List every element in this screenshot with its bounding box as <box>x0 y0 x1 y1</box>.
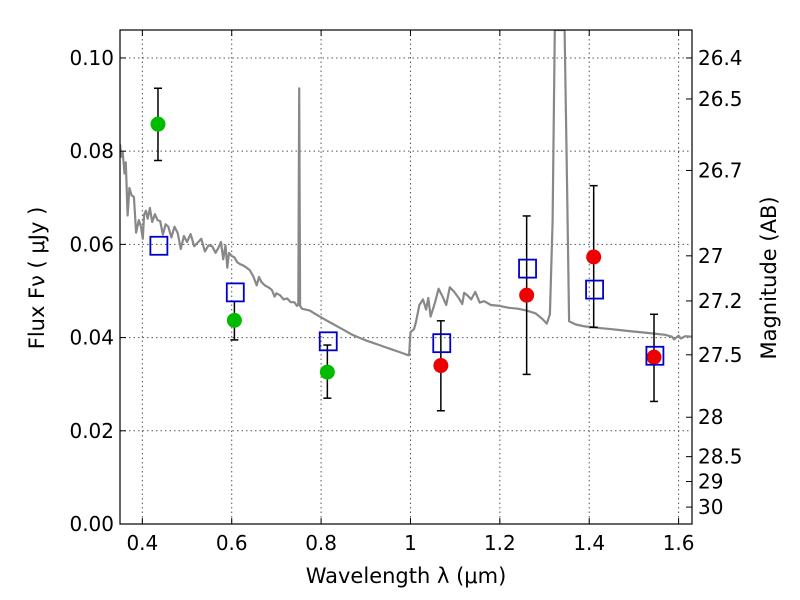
model-flux-square <box>149 235 169 256</box>
axis-ticks: 0.4 0.6 0.8 1 1.2 1.4 1.6 0.00 0.02 0.04 0.06 0.08 0… <box>69 30 743 555</box>
x-tick-label: 1 <box>404 531 417 555</box>
x-tick-label: 0.6 <box>216 531 248 555</box>
data-point-red <box>519 287 535 303</box>
y-axis-title: Flux Fν ( μJy ) <box>25 207 49 350</box>
x-tick-label: 1.4 <box>573 531 605 555</box>
data-point-red <box>646 349 662 365</box>
data-point-red <box>586 249 602 265</box>
model-flux-square <box>645 345 665 366</box>
y-tick-label: 0.04 <box>69 326 114 350</box>
y-tick-label: 0.08 <box>69 139 114 163</box>
y2-tick-label: 27 <box>698 244 723 268</box>
y2-tick-label: 26.7 <box>698 158 743 182</box>
y2-axis-title: Magnitude (AB) <box>757 196 781 359</box>
x-axis-title: Wavelength λ (μm) <box>306 564 507 588</box>
data-point-green <box>319 364 335 380</box>
y2-tick-label: 30 <box>698 495 723 519</box>
data-point-red <box>433 358 449 374</box>
plot-frame <box>119 29 693 525</box>
model-flux-square <box>432 333 452 354</box>
error-bars <box>153 87 659 412</box>
model-flux-square <box>518 258 537 279</box>
y-tick-label: 0.10 <box>69 46 114 70</box>
y2-tick-label: 29 <box>698 469 723 493</box>
y-tick-label: 0.06 <box>69 232 114 256</box>
model-flux-square <box>585 279 604 300</box>
y-tick-label: 0.00 <box>69 512 114 536</box>
x-tick-label: 0.4 <box>126 531 158 555</box>
y2-tick-label: 27.2 <box>698 289 743 313</box>
y2-tick-label: 26.5 <box>698 87 743 111</box>
y2-tick-label: 28.5 <box>698 445 743 469</box>
grid <box>120 30 692 525</box>
model-flux-square <box>318 331 338 352</box>
y2-tick-label: 28 <box>698 405 723 429</box>
x-tick-label: 1.2 <box>484 531 516 555</box>
data-markers <box>149 116 665 380</box>
y-tick-label: 0.02 <box>69 419 114 443</box>
model-sed-path <box>120 30 692 357</box>
data-point-green <box>150 116 166 132</box>
x-tick-label: 1.6 <box>663 531 695 555</box>
data-point-green <box>226 312 242 328</box>
x-tick-label: 0.8 <box>305 531 337 555</box>
model-sed-line <box>120 30 692 357</box>
model-flux-square <box>225 282 245 303</box>
y2-tick-label: 26.4 <box>698 46 743 70</box>
y2-tick-label: 27.5 <box>698 343 743 367</box>
